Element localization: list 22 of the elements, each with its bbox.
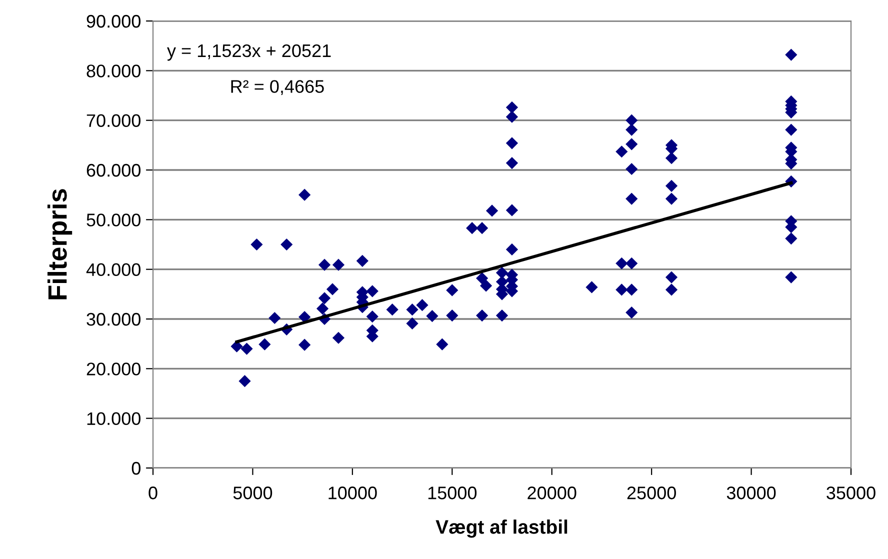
x-tick-label: 0: [148, 486, 158, 500]
x-tick-label: 5000: [233, 486, 272, 500]
y-axis-title: Filterpris: [47, 189, 72, 300]
y-tick-label: 70.000: [86, 114, 140, 128]
y-tick-label: 0: [132, 462, 140, 475]
x-axis-title: Vægt af lastbil: [436, 520, 568, 538]
y-tick-label: 60.000: [86, 164, 140, 177]
y-tick-label: 30.000: [86, 312, 140, 326]
y-tick-label: 80.000: [86, 64, 140, 78]
x-tick-label: 25000: [627, 486, 676, 500]
annotation: R² = 0,4665: [231, 80, 324, 96]
y-tick-label: 20.000: [86, 362, 140, 376]
x-tick-label: 20000: [528, 486, 576, 500]
x-tick-label: 35000: [826, 486, 876, 500]
y-tick-label: 50.000: [86, 214, 140, 226]
x-tick-label: 30000: [726, 486, 776, 500]
y-tick-label: 40.000: [86, 263, 140, 276]
x-tick-label: 15000: [428, 486, 477, 500]
annotation: y = 1,1523x + 20521: [167, 44, 331, 61]
x-tick-label: 10000: [328, 486, 377, 500]
y-tick-label: 90.000: [86, 14, 140, 28]
y-tick-label: 10.000: [87, 412, 140, 426]
